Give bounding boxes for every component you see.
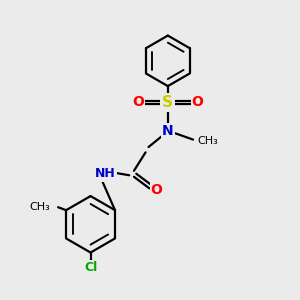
- Text: S: S: [162, 95, 173, 110]
- Text: O: O: [132, 95, 144, 110]
- Text: O: O: [151, 183, 163, 197]
- Text: NH: NH: [95, 167, 116, 180]
- Text: CH₃: CH₃: [198, 136, 218, 146]
- Text: O: O: [192, 95, 203, 110]
- Text: N: N: [162, 124, 174, 138]
- Text: Cl: Cl: [84, 261, 97, 274]
- Text: CH₃: CH₃: [30, 202, 50, 212]
